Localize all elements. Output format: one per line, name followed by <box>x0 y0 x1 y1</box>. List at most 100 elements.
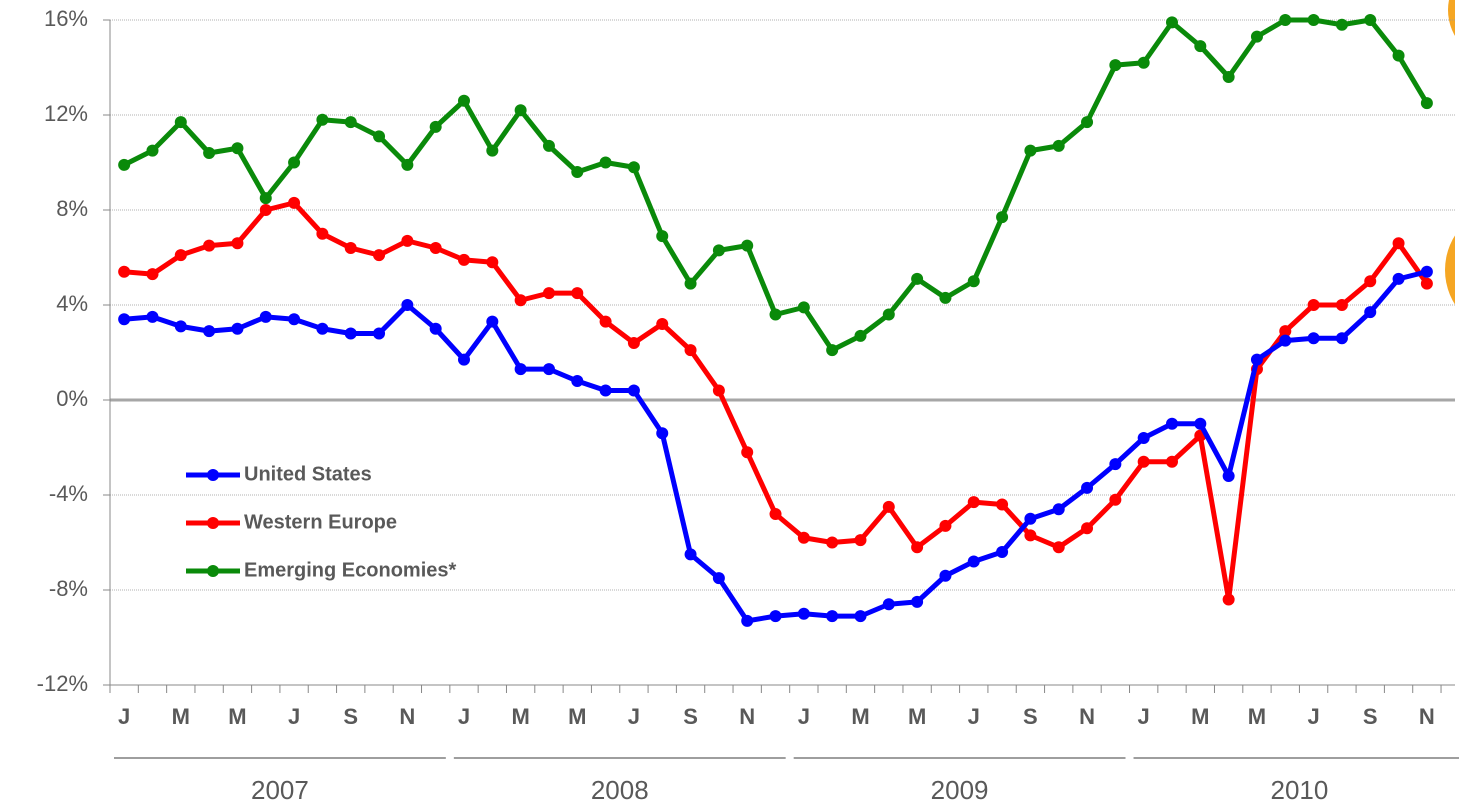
x-tick-label: M <box>228 704 246 729</box>
data-point <box>1250 30 1263 43</box>
data-point <box>542 363 555 376</box>
x-tick-label: J <box>1307 704 1319 729</box>
data-point <box>458 353 470 366</box>
data-point <box>373 130 386 143</box>
x-tick-label: M <box>1248 704 1266 729</box>
x-tick-label: N <box>1079 704 1095 729</box>
data-point <box>1364 306 1377 319</box>
data-point <box>1081 481 1094 494</box>
data-point <box>514 294 527 307</box>
data-point <box>1052 503 1065 516</box>
data-point <box>769 508 782 520</box>
data-point <box>542 287 555 300</box>
data-point <box>967 275 980 288</box>
legend-label: Western Europe <box>244 511 397 533</box>
y-tick-label: 0% <box>56 386 88 411</box>
data-point <box>712 572 725 585</box>
data-point <box>316 227 329 240</box>
data-point <box>118 265 131 278</box>
data-point <box>656 427 669 440</box>
data-point <box>1052 541 1065 554</box>
data-point <box>259 310 272 323</box>
data-point <box>882 500 895 513</box>
data-point <box>514 363 527 376</box>
data-point <box>599 384 612 397</box>
legend-label: Emerging Economies* <box>244 559 456 581</box>
data-point <box>203 325 216 338</box>
data-point <box>1279 334 1292 347</box>
data-point <box>769 308 782 321</box>
data-point <box>146 310 159 323</box>
data-point <box>996 211 1009 224</box>
data-point <box>826 610 839 623</box>
year-label: 2007 <box>251 775 309 805</box>
data-point <box>1024 529 1037 542</box>
data-point <box>288 313 301 326</box>
data-point <box>1420 265 1433 278</box>
data-point <box>542 139 555 152</box>
x-tick-label: N <box>1419 704 1435 729</box>
data-point <box>939 519 952 532</box>
data-point <box>1052 139 1065 152</box>
data-point <box>571 375 584 387</box>
year-label: 2010 <box>1271 775 1329 805</box>
data-point <box>1307 14 1320 26</box>
x-tick-label: J <box>288 704 300 729</box>
data-point <box>1335 332 1348 345</box>
data-point <box>797 301 810 314</box>
data-point <box>288 156 301 169</box>
data-point <box>344 327 357 340</box>
data-point <box>514 104 527 117</box>
data-point <box>826 344 839 357</box>
data-point <box>911 272 924 285</box>
data-point <box>684 277 697 290</box>
legend-label: United States <box>244 463 372 485</box>
legend-marker <box>207 565 219 577</box>
data-point <box>344 242 357 254</box>
data-point <box>1392 272 1405 285</box>
data-point <box>1081 116 1094 129</box>
x-tick-label: M <box>851 704 869 729</box>
legend-marker <box>207 469 219 481</box>
data-point <box>769 610 782 623</box>
data-point <box>1137 432 1150 444</box>
data-point <box>231 142 244 155</box>
data-point <box>939 569 952 582</box>
data-point <box>401 158 414 171</box>
x-tick-label: J <box>118 704 130 729</box>
data-point <box>854 534 867 547</box>
data-point <box>882 598 895 611</box>
data-point <box>203 239 216 252</box>
y-tick-label: -4% <box>49 481 88 506</box>
y-tick-label: -8% <box>49 576 88 601</box>
data-point <box>203 147 216 159</box>
data-point <box>146 268 159 281</box>
data-point <box>231 237 244 250</box>
data-point <box>1250 353 1263 366</box>
x-tick-label: S <box>1363 704 1378 729</box>
data-point <box>118 313 131 326</box>
data-point <box>882 308 895 321</box>
data-point <box>684 344 697 357</box>
data-point <box>458 94 470 107</box>
data-point <box>1392 237 1405 250</box>
data-point <box>854 610 867 623</box>
x-tick-label: M <box>511 704 529 729</box>
decor-mask <box>1455 0 1459 809</box>
data-point <box>486 256 499 269</box>
x-tick-label: M <box>172 704 190 729</box>
data-point <box>996 546 1009 558</box>
data-point <box>288 196 301 209</box>
x-tick-label: M <box>1191 704 1209 729</box>
data-point <box>1364 14 1377 26</box>
data-point <box>1307 332 1320 345</box>
data-point <box>259 192 272 205</box>
y-tick-label: 12% <box>44 101 88 126</box>
data-point <box>458 253 470 266</box>
x-tick-label: S <box>683 704 698 729</box>
data-point <box>571 166 584 178</box>
data-point <box>1137 56 1150 69</box>
y-tick-label: -12% <box>37 671 88 696</box>
data-point <box>911 595 924 608</box>
data-point <box>373 327 386 340</box>
